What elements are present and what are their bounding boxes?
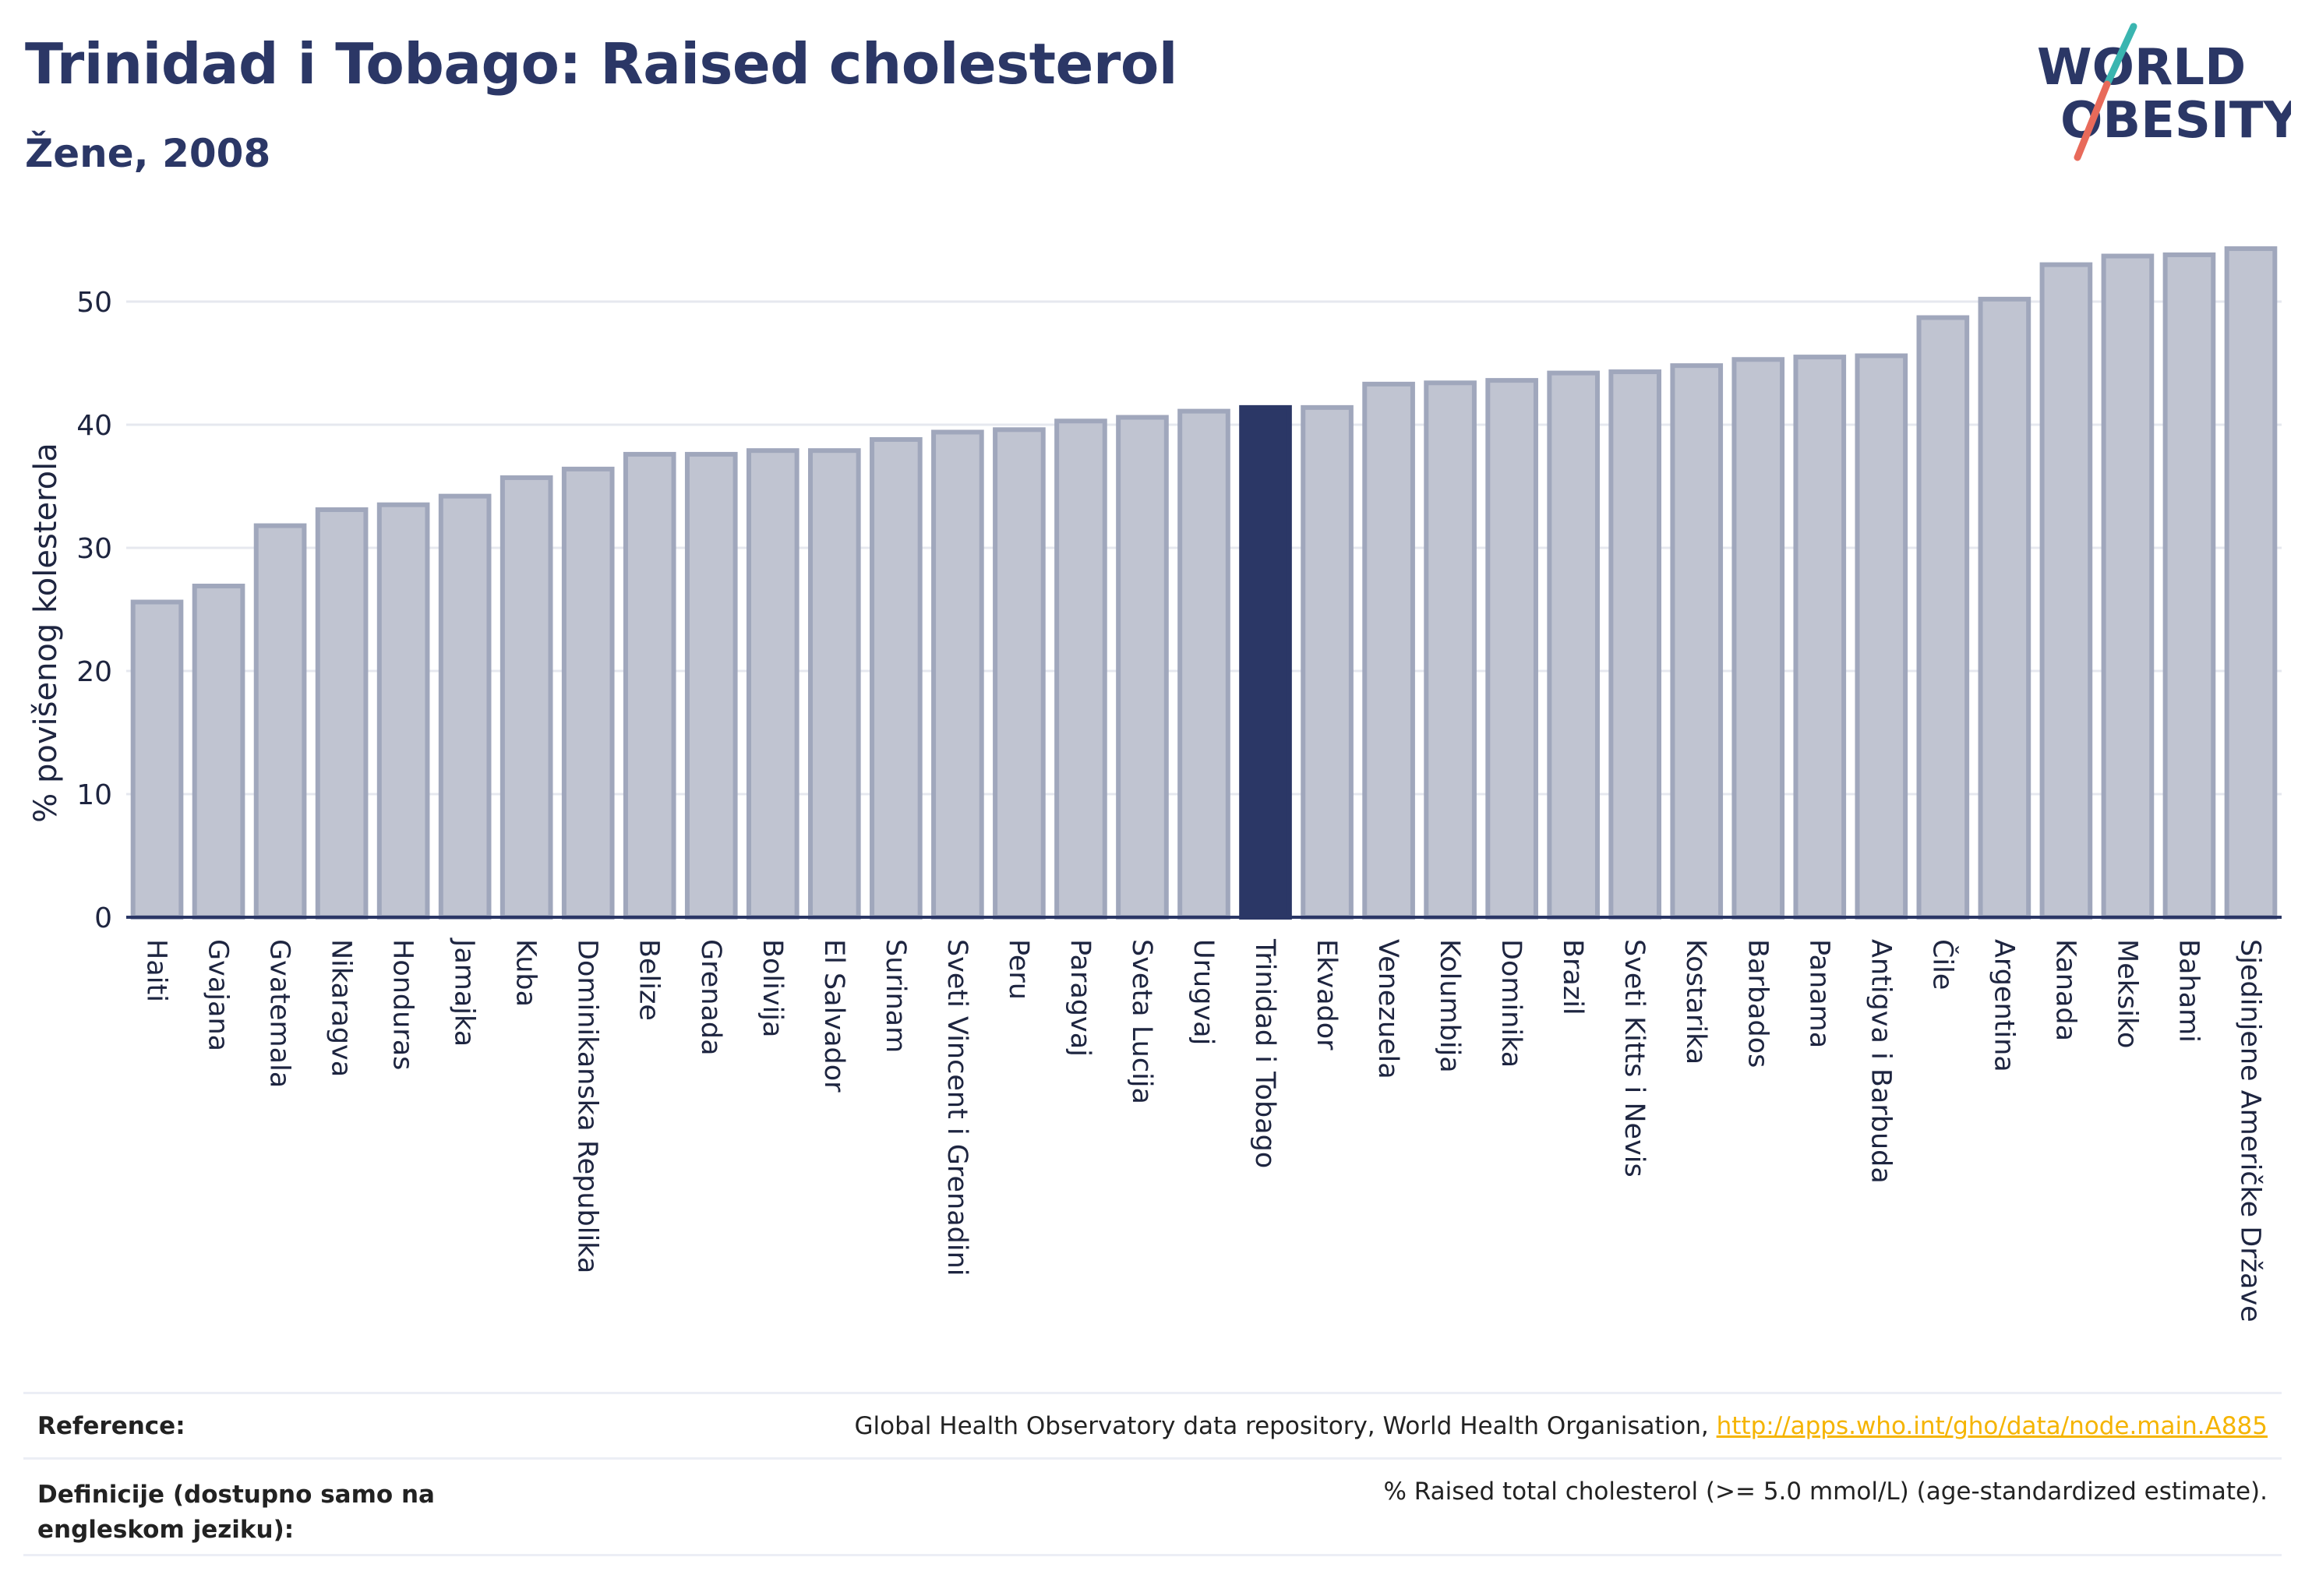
bar <box>192 583 245 920</box>
x-tick-label: Haiti <box>141 939 172 1002</box>
bar <box>1177 408 1230 920</box>
x-tick-label: Nikaragva <box>326 939 357 1077</box>
definition-label: Definicije (dostupno samo na engleskom j… <box>37 1481 435 1544</box>
bar-chart: 0 10 20 30 40 50 % povišenog kolesterola Haiti G… <box>28 246 2282 1322</box>
divider-middle <box>23 1457 2282 1460</box>
x-tick-label: Čile <box>1926 939 1959 990</box>
x-tick-label: El Salvador <box>818 939 849 1093</box>
bar <box>746 448 800 920</box>
y-axis-label: % povišenog kolesterola <box>28 443 64 822</box>
bar <box>2162 252 2216 920</box>
x-tick-label: Barbados <box>1742 939 1773 1068</box>
bar <box>1301 404 1354 920</box>
bar <box>623 451 676 920</box>
bar <box>1978 296 2031 920</box>
x-tick-label: Bolivija <box>757 939 788 1037</box>
world-obesity-logo: WORLD OBESITY <box>2037 23 2291 161</box>
reference-link[interactable]: http://apps.who.int/gho/data/node.main.A… <box>1716 1412 2268 1440</box>
x-tick-label: Grenada <box>695 939 726 1056</box>
bar <box>2101 253 2155 920</box>
y-tick-label: 40 <box>76 410 112 442</box>
bar <box>931 429 984 920</box>
bar <box>1916 315 1970 920</box>
x-tick-label: Ekvador <box>1311 939 1342 1050</box>
x-tick-label: Panama <box>1803 939 1834 1048</box>
x-tick-label: Dominika <box>1495 939 1527 1068</box>
reference-row: Reference: Global Health Observatory dat… <box>23 1392 2282 1459</box>
y-tick-label: 30 <box>76 533 112 565</box>
bar <box>438 493 492 920</box>
bar <box>1793 355 1847 920</box>
x-tick-label: Sveta Lucija <box>1126 939 1157 1104</box>
x-tick-label: Dominikanska Republika <box>572 939 603 1273</box>
bar <box>499 475 553 920</box>
reference-text: Global Health Observatory data repositor… <box>854 1412 1717 1440</box>
bar <box>376 502 430 920</box>
x-tick-label: Trinidad i Tobago <box>1249 938 1280 1168</box>
x-tick-label: Surinam <box>880 939 911 1053</box>
x-tick-label: Gvatemala <box>264 939 295 1088</box>
x-tick-label: Bahami <box>2173 939 2204 1043</box>
x-tick-label: Paragvaj <box>1064 939 1096 1057</box>
bar <box>870 436 923 920</box>
x-tick-label: Kuba <box>510 939 542 1007</box>
x-tick-label: Venezuela <box>1372 939 1403 1079</box>
logo-slash-coral <box>2074 80 2111 161</box>
bar <box>1608 369 1662 920</box>
chart-subtitle: Žene, 2008 <box>25 131 271 176</box>
y-tick-label: 10 <box>76 779 112 811</box>
y-tick-label: 20 <box>76 656 112 688</box>
bar <box>1054 418 1107 920</box>
logo-line1: WORLD <box>2037 39 2246 97</box>
x-tick-label: Belize <box>634 939 665 1021</box>
bar <box>2039 262 2093 920</box>
bar <box>1670 363 1724 920</box>
x-tick-label: Sveti Kitts i Nevis <box>1618 939 1650 1178</box>
bar <box>315 507 369 920</box>
bar <box>684 451 738 920</box>
x-tick-label: Gvajana <box>203 939 234 1051</box>
bar-highlighted <box>1239 404 1292 920</box>
bar <box>1485 378 1538 920</box>
bar <box>1116 415 1169 920</box>
bar <box>2224 246 2278 920</box>
definition-value: % Raised total cholesterol (>= 5.0 mmol/… <box>1383 1478 2268 1506</box>
x-tick-label: Urugvaj <box>1188 939 1219 1045</box>
divider-bottom <box>23 1554 2282 1556</box>
y-tick-label: 50 <box>76 287 112 319</box>
logo-slash-teal <box>2103 23 2137 88</box>
divider-top <box>23 1392 2282 1394</box>
x-tick-label: Argentina <box>1988 939 2019 1072</box>
definition-row: Definicije (dostupno samo na engleskom j… <box>23 1459 2282 1555</box>
chart-title: Trinidad i Tobago: Raised cholesterol <box>25 31 1177 97</box>
bar <box>808 448 861 920</box>
x-tick-label: Sjedinjene Američke Države <box>2234 939 2265 1322</box>
reference-value: Global Health Observatory data repositor… <box>855 1412 2268 1440</box>
bar <box>561 466 615 920</box>
bar <box>253 523 307 920</box>
bar <box>130 599 184 920</box>
x-tick-label: Antigva i Barbuda <box>1865 939 1896 1184</box>
reference-label: Reference: <box>37 1412 185 1440</box>
bar <box>993 427 1046 920</box>
x-tick-label: Honduras <box>387 939 418 1070</box>
bar <box>1855 353 1908 920</box>
x-tick-label: Sveti Vincent i Grenadini <box>941 939 972 1276</box>
x-tick-label: Peru <box>1003 939 1034 1000</box>
x-tick-label: Brazil <box>1557 939 1588 1015</box>
x-tick-label: Jamajka <box>449 937 480 1047</box>
bar <box>1424 380 1477 920</box>
x-tick-label: Kanada <box>2049 939 2081 1041</box>
bar <box>1731 357 1785 920</box>
x-tick-label: Meksiko <box>2111 939 2142 1048</box>
bar <box>1547 370 1600 920</box>
y-tick-label: 0 <box>94 902 112 934</box>
x-tick-label: Kolumbija <box>1434 939 1465 1073</box>
bar <box>1362 381 1415 920</box>
x-tick-label: Kostarika <box>1680 939 1711 1065</box>
